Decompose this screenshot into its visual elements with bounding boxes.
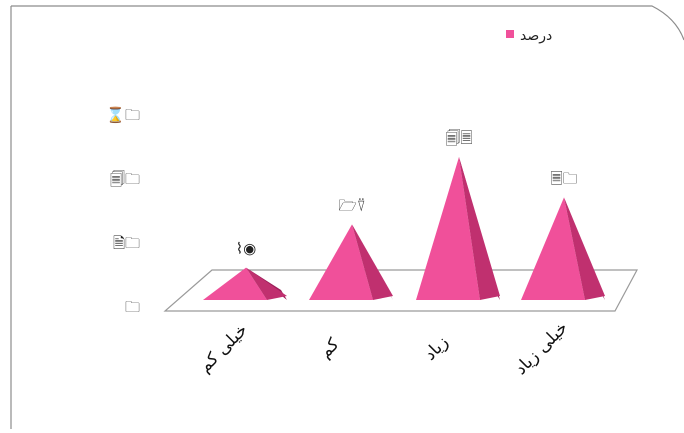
data-label: 🗏🗀 xyxy=(550,169,577,187)
x-category-label: کم xyxy=(316,334,345,363)
chart-border xyxy=(10,5,684,429)
legend-label: درصد xyxy=(520,28,552,44)
y-tick-label: 🗀 xyxy=(125,298,140,316)
pyramid-side-face xyxy=(459,156,500,300)
pyramid-bar xyxy=(521,197,605,300)
pyramid-side-face xyxy=(246,267,287,300)
pyramid-front-face xyxy=(309,224,373,300)
y-tick-label: ⌛🗀 xyxy=(106,106,140,124)
pyramid-side-face xyxy=(564,197,605,300)
x-category-label: زیاد xyxy=(420,332,452,364)
x-category-label: خیلی کم xyxy=(195,320,252,377)
y-axis-tick-labels: 🗀 🗎🗀 🗐🗀 ⌛🗀 xyxy=(106,106,140,316)
x-axis-category-labels: خیلی کم کم زیاد خیلی زیاد xyxy=(195,318,572,379)
data-label: 🗁⍢ xyxy=(338,196,366,214)
pyramid-front-face xyxy=(203,267,267,300)
pyramid-bar xyxy=(416,156,500,300)
pyramid-side-face xyxy=(352,224,393,300)
x-category-label: خیلی زیاد xyxy=(511,318,572,379)
pyramid-front-face xyxy=(416,156,480,300)
series-pyramids xyxy=(203,156,605,300)
data-label: 🗐🗏 xyxy=(445,128,472,147)
pyramid-front-face xyxy=(521,197,585,300)
pyramid-bar xyxy=(203,267,287,300)
data-label: ⌇◉ xyxy=(236,240,256,258)
legend: درصد xyxy=(506,28,552,44)
floor-plane xyxy=(163,269,639,312)
y-tick-label: 🗎🗀 xyxy=(113,234,140,252)
y-tick-label: 🗐🗀 xyxy=(110,169,140,188)
data-labels: ⌇◉ 🗁⍢ 🗐🗏 🗏🗀 xyxy=(236,128,578,258)
legend-swatch xyxy=(506,30,514,38)
pyramid-bar xyxy=(309,224,393,300)
